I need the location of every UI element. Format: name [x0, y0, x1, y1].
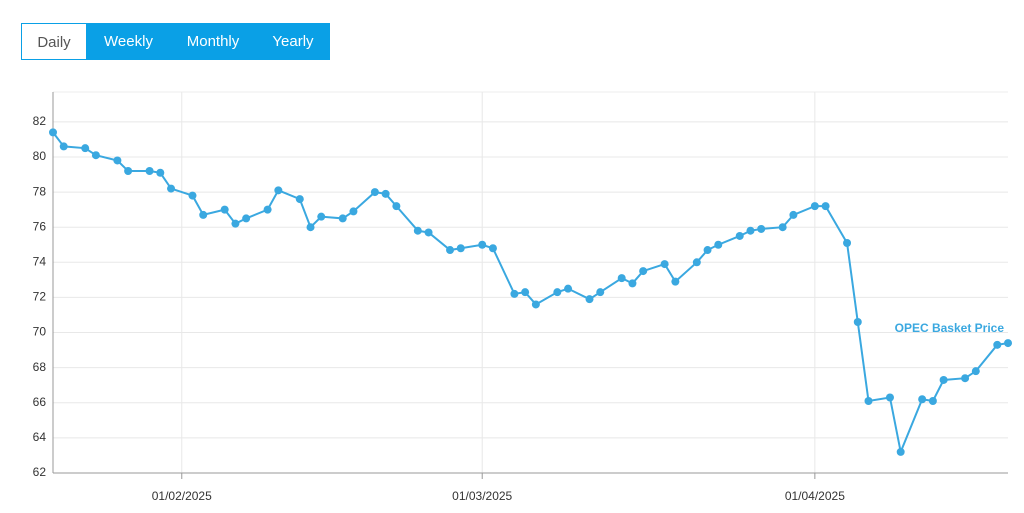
y-tick-label: 62	[33, 465, 47, 479]
price-point	[885, 393, 894, 402]
price-point	[628, 279, 637, 288]
x-tick-label: 01/04/2025	[785, 489, 845, 503]
price-point	[789, 210, 798, 219]
price-point	[714, 240, 723, 249]
tab-monthly[interactable]: Monthly	[170, 23, 256, 60]
price-point	[91, 151, 100, 160]
price-point	[553, 288, 562, 297]
tab-weekly[interactable]: Weekly	[87, 23, 170, 60]
price-line	[52, 131, 1009, 456]
price-point	[370, 188, 379, 197]
y-tick-label: 80	[33, 149, 47, 163]
price-point	[853, 318, 862, 327]
price-point	[639, 267, 648, 276]
price-point	[993, 340, 1002, 349]
price-point	[671, 277, 680, 286]
y-tick-label: 74	[33, 254, 47, 268]
y-tick-label: 66	[33, 395, 47, 409]
price-point	[167, 184, 176, 193]
price-point	[1004, 339, 1012, 348]
price-point	[564, 284, 573, 293]
price-point	[703, 246, 712, 255]
y-tick-label: 78	[33, 184, 47, 198]
price-point	[757, 224, 766, 233]
price-point	[521, 288, 530, 297]
price-point	[263, 205, 272, 214]
y-tick-label: 68	[33, 360, 47, 374]
price-point	[864, 397, 873, 406]
price-point	[510, 289, 519, 298]
tab-yearly[interactable]: Yearly	[256, 23, 330, 60]
price-point	[220, 205, 229, 214]
y-tick-label: 70	[33, 325, 47, 339]
price-point	[199, 210, 208, 219]
price-point	[349, 207, 358, 216]
price-point	[424, 228, 433, 237]
y-tick-label: 76	[33, 219, 47, 233]
range-tabs: Daily Weekly Monthly Yearly	[21, 23, 330, 60]
price-point	[49, 128, 57, 137]
price-point	[843, 238, 852, 247]
price-point	[478, 240, 487, 249]
price-point	[113, 156, 122, 165]
series-label: OPEC Basket Price	[895, 321, 1005, 335]
price-point	[939, 375, 948, 384]
price-point	[928, 397, 937, 406]
price-point	[124, 167, 133, 176]
price-point	[306, 223, 315, 232]
y-tick-label: 64	[33, 430, 47, 444]
price-point	[59, 142, 68, 151]
price-point	[413, 226, 422, 235]
price-point	[821, 202, 830, 211]
price-point	[381, 189, 390, 198]
price-point	[778, 223, 787, 232]
x-tick-label: 01/03/2025	[452, 489, 512, 503]
price-point	[585, 295, 594, 304]
price-point	[746, 226, 755, 235]
price-point	[392, 202, 401, 211]
price-point	[81, 144, 90, 153]
price-point	[971, 367, 980, 376]
price-point	[660, 260, 669, 269]
price-point	[810, 202, 819, 211]
price-point	[735, 231, 744, 240]
price-point	[242, 214, 251, 223]
price-point	[456, 244, 465, 253]
price-point	[488, 244, 497, 253]
y-tick-label: 82	[33, 114, 47, 128]
price-point	[145, 167, 154, 176]
price-point	[188, 191, 197, 200]
price-point	[896, 447, 905, 456]
price-point	[961, 374, 970, 383]
price-point	[918, 395, 927, 404]
price-point	[317, 212, 326, 221]
price-point	[596, 288, 605, 297]
price-point	[617, 274, 626, 283]
tab-daily[interactable]: Daily	[21, 23, 87, 60]
price-point	[156, 168, 165, 177]
price-point	[531, 300, 540, 309]
price-point	[231, 219, 240, 228]
price-point	[692, 258, 701, 267]
price-point	[274, 186, 283, 195]
x-tick-label: 01/02/2025	[152, 489, 212, 503]
price-point	[295, 195, 304, 204]
price-point	[446, 246, 455, 255]
y-tick-label: 72	[33, 290, 47, 304]
price-point	[338, 214, 347, 223]
